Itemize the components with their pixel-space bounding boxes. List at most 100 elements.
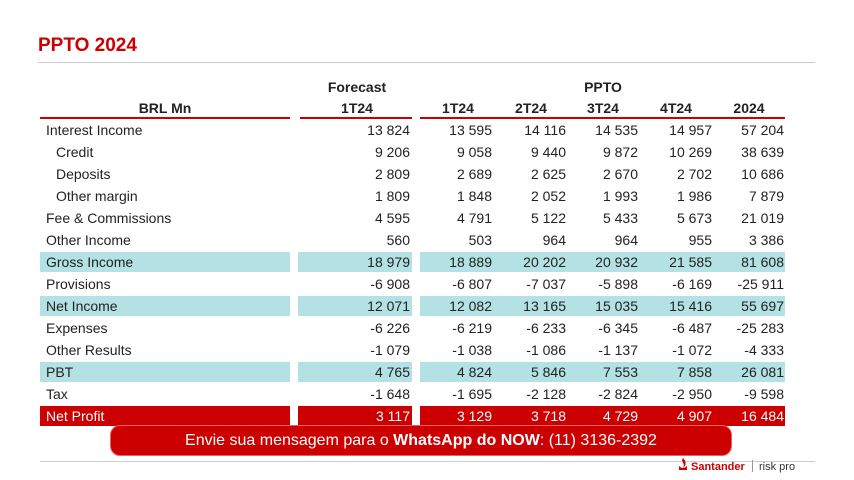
column-header: 4T24 bbox=[660, 100, 692, 116]
column-header: 1T24 bbox=[341, 100, 373, 116]
banner: Envie sua mensagem para o WhatsApp do NO… bbox=[110, 425, 732, 456]
cell: 20 202 bbox=[523, 254, 566, 270]
row-highlight bbox=[40, 252, 290, 272]
logo-divider bbox=[752, 460, 753, 472]
cell: 9 872 bbox=[602, 144, 638, 160]
cell: 55 697 bbox=[741, 298, 784, 314]
cell: -6 908 bbox=[370, 276, 410, 292]
cell: -6 233 bbox=[526, 320, 566, 336]
cell: 7 879 bbox=[748, 188, 784, 204]
cell: -1 695 bbox=[452, 386, 492, 402]
cell: 2 809 bbox=[374, 166, 410, 182]
cell: 7 858 bbox=[676, 364, 712, 380]
cell: 13 165 bbox=[523, 298, 566, 314]
logo-product: risk pro bbox=[759, 461, 796, 473]
cell: -2 824 bbox=[598, 386, 638, 402]
row-label: PBT bbox=[46, 364, 74, 380]
cell: 2 052 bbox=[530, 188, 566, 204]
cell: 5 122 bbox=[530, 210, 566, 226]
cell: -25 283 bbox=[736, 320, 784, 336]
cell: 20 932 bbox=[595, 254, 638, 270]
banner-bold: WhatsApp do NOW bbox=[393, 432, 540, 449]
row-label: Provisions bbox=[46, 276, 111, 292]
row-label: Expenses bbox=[46, 320, 108, 336]
cell: 16 484 bbox=[741, 408, 784, 424]
cell: 3 718 bbox=[530, 408, 566, 424]
cell: 1 809 bbox=[374, 188, 410, 204]
cell: 26 081 bbox=[741, 364, 784, 380]
cell: 5 673 bbox=[676, 210, 712, 226]
cell: 21 585 bbox=[669, 254, 712, 270]
cell: -9 598 bbox=[744, 386, 784, 402]
cell: 10 686 bbox=[741, 166, 784, 182]
cell: 3 117 bbox=[376, 408, 410, 424]
row-highlight bbox=[40, 406, 290, 426]
row-highlight bbox=[420, 296, 785, 316]
title: PPTO 2024 bbox=[38, 35, 137, 56]
cell: -1 038 bbox=[452, 342, 492, 358]
row-highlight bbox=[298, 362, 412, 382]
column-header: 2024 bbox=[733, 100, 765, 116]
cell: 964 bbox=[614, 232, 638, 248]
cell: 12 082 bbox=[449, 298, 492, 314]
row-label: Other Results bbox=[46, 342, 132, 358]
row-highlight bbox=[420, 362, 785, 382]
cell: 15 035 bbox=[595, 298, 638, 314]
cell: 4 907 bbox=[676, 408, 712, 424]
header-rule bbox=[420, 117, 785, 119]
row-label: Credit bbox=[56, 144, 94, 160]
cell: 503 bbox=[468, 232, 492, 248]
cell: -6 226 bbox=[370, 320, 410, 336]
cell: -5 898 bbox=[598, 276, 638, 292]
cell: 13 595 bbox=[449, 122, 492, 138]
cell: 7 553 bbox=[602, 364, 638, 380]
cell: 3 386 bbox=[748, 232, 784, 248]
cell: 4 824 bbox=[456, 364, 492, 380]
banner-text: Envie sua mensagem para o bbox=[185, 432, 394, 449]
cell: 10 269 bbox=[669, 144, 712, 160]
cell: 955 bbox=[688, 232, 712, 248]
row-highlight bbox=[420, 252, 785, 272]
cell: 9 206 bbox=[374, 144, 410, 160]
row-label: Fee & Commissions bbox=[46, 210, 172, 226]
cell: 1 986 bbox=[676, 188, 712, 204]
row-highlight bbox=[420, 406, 785, 426]
cell: 14 535 bbox=[595, 122, 638, 138]
row-label: Other margin bbox=[56, 188, 138, 204]
logo-brand: Santander bbox=[691, 461, 745, 473]
row-highlight bbox=[298, 296, 412, 316]
cell: 4 791 bbox=[456, 210, 492, 226]
cell: 18 979 bbox=[367, 254, 410, 270]
row-label: Deposits bbox=[56, 166, 111, 182]
row-label: Tax bbox=[46, 386, 68, 402]
cell: 4 765 bbox=[374, 364, 410, 380]
cell: 9 440 bbox=[530, 144, 566, 160]
cell: 9 058 bbox=[456, 144, 492, 160]
cell: -6 345 bbox=[598, 320, 638, 336]
header-rule bbox=[40, 117, 290, 119]
cell: -2 128 bbox=[526, 386, 566, 402]
row-highlight bbox=[40, 362, 290, 382]
cell: -1 079 bbox=[370, 342, 410, 358]
cell: 2 670 bbox=[602, 166, 638, 182]
row-label: Interest Income bbox=[46, 122, 143, 138]
cell: 964 bbox=[542, 232, 566, 248]
footer-rule bbox=[40, 461, 815, 462]
row-label: Net Profit bbox=[46, 408, 105, 424]
cell: 57 204 bbox=[741, 122, 784, 138]
column-header: 3T24 bbox=[587, 100, 619, 116]
cell: 2 689 bbox=[456, 166, 492, 182]
cell: 4 595 bbox=[374, 210, 410, 226]
header-rule bbox=[300, 117, 412, 119]
cell: 3 129 bbox=[456, 408, 492, 424]
cell: -1 648 bbox=[370, 386, 410, 402]
cell: 5 433 bbox=[602, 210, 638, 226]
cell: -1 072 bbox=[672, 342, 712, 358]
row-highlight bbox=[298, 406, 412, 426]
column-header: 2T24 bbox=[515, 100, 547, 116]
cell: 12 071 bbox=[367, 298, 410, 314]
group-header: Forecast bbox=[327, 79, 387, 95]
row-highlight bbox=[298, 252, 412, 272]
column-header: 1T24 bbox=[442, 100, 474, 116]
